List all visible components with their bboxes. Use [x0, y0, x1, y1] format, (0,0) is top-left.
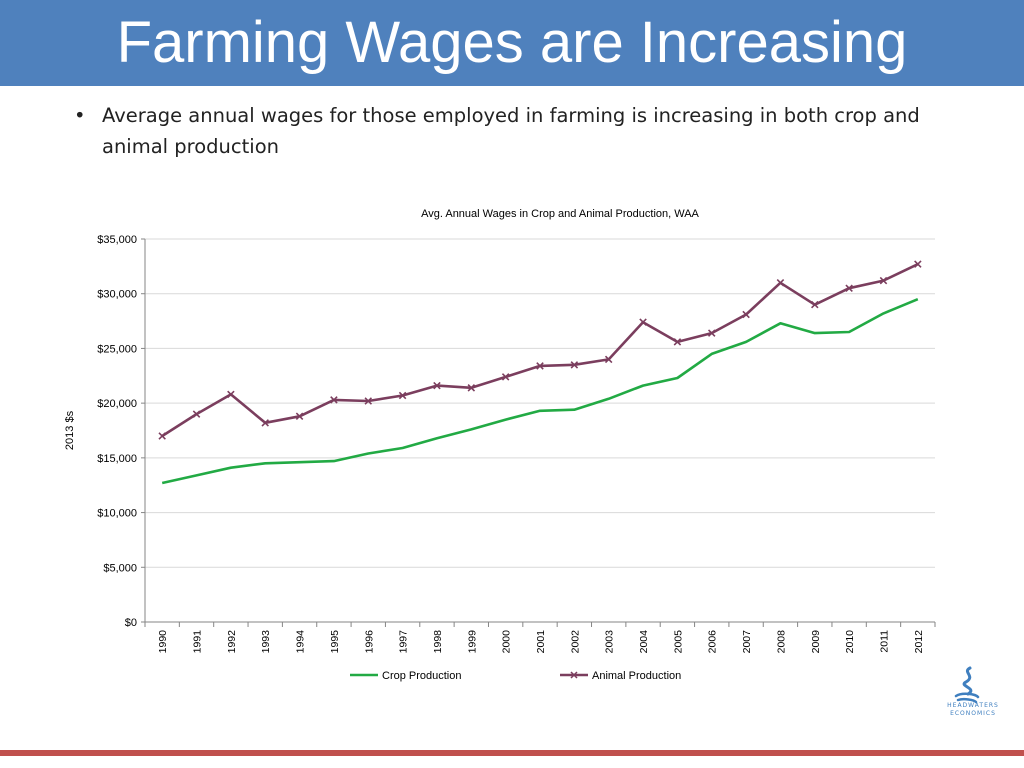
data-point	[398, 391, 407, 400]
x-tick-label: 2011	[878, 630, 890, 653]
data-point	[536, 362, 544, 370]
footer-line	[0, 750, 1024, 756]
x-tick-label: 1996	[363, 630, 375, 654]
x-tick-label: 1998	[432, 630, 444, 654]
data-point	[330, 396, 338, 404]
x-tick-label: 2012	[913, 630, 925, 654]
data-point	[707, 329, 716, 337]
x-tick-label: 1997	[398, 630, 410, 654]
legend-label: Animal Production	[592, 670, 681, 682]
x-tick-label: 1993	[260, 630, 272, 654]
data-point	[261, 419, 269, 427]
data-point	[811, 300, 819, 309]
data-point	[227, 390, 235, 399]
data-point	[467, 384, 476, 392]
y-tick-label: $25,000	[97, 343, 137, 355]
data-point	[673, 338, 682, 346]
x-tick-label: 2002	[569, 630, 581, 654]
legend-label: Crop Production	[382, 670, 462, 682]
x-tick-label: 2001	[535, 630, 547, 654]
x-tick-label: 2009	[810, 630, 822, 654]
y-tick-label: $5,000	[103, 562, 137, 574]
chart-title: Avg. Annual Wages in Crop and Animal Pro…	[421, 208, 699, 220]
x-tick-label: 1990	[157, 630, 169, 654]
logo-text-line1: HEADWATERS	[947, 702, 999, 709]
y-tick-label: $10,000	[97, 508, 137, 520]
x-tick-label: 2005	[672, 630, 684, 654]
x-tick-label: 2000	[501, 630, 513, 654]
x-tick-label: 2003	[604, 630, 616, 654]
y-axis-label: 2013 $s	[64, 410, 76, 450]
data-point	[845, 284, 853, 293]
bullet-text: Average annual wages for those employed …	[102, 104, 920, 158]
y-tick-label: $35,000	[97, 234, 137, 246]
data-point	[639, 318, 647, 326]
data-point	[742, 310, 750, 319]
x-tick-label: 1995	[329, 630, 341, 654]
data-point	[158, 432, 166, 440]
x-tick-label: 1994	[295, 630, 307, 654]
x-tick-label: 2010	[844, 630, 856, 654]
data-point	[570, 361, 579, 369]
x-tick-label: 1999	[466, 630, 478, 654]
title-bar	[0, 0, 1024, 86]
x-tick-label: 2007	[741, 630, 753, 654]
y-tick-label: $20,000	[97, 398, 137, 410]
x-tick-label: 2008	[775, 630, 787, 654]
x-tick-label: 1992	[226, 630, 238, 654]
legend-marker	[570, 671, 578, 679]
data-point	[604, 355, 613, 364]
y-tick-label: $30,000	[97, 289, 137, 301]
x-tick-label: 2006	[707, 630, 719, 654]
slide-title: Farming Wages are Increasing	[116, 10, 908, 75]
y-tick-label: $0	[125, 617, 137, 629]
x-tick-label: 2004	[638, 630, 650, 654]
data-point	[776, 279, 785, 287]
headwaters-swirl-icon	[954, 666, 980, 704]
logo-text: HEADWATERS ECONOMICS	[940, 702, 1006, 718]
data-point	[433, 381, 441, 390]
data-point	[501, 373, 510, 381]
data-point	[914, 260, 922, 268]
bullet-marker: •	[74, 104, 86, 127]
y-tick-label: $15,000	[97, 453, 137, 465]
logo-text-line2: ECONOMICS	[950, 710, 996, 717]
x-tick-label: 1991	[192, 630, 204, 654]
series-line-1	[161, 297, 919, 485]
data-point	[192, 410, 201, 418]
data-point	[295, 412, 304, 421]
data-point	[879, 276, 888, 285]
data-point	[364, 397, 373, 405]
